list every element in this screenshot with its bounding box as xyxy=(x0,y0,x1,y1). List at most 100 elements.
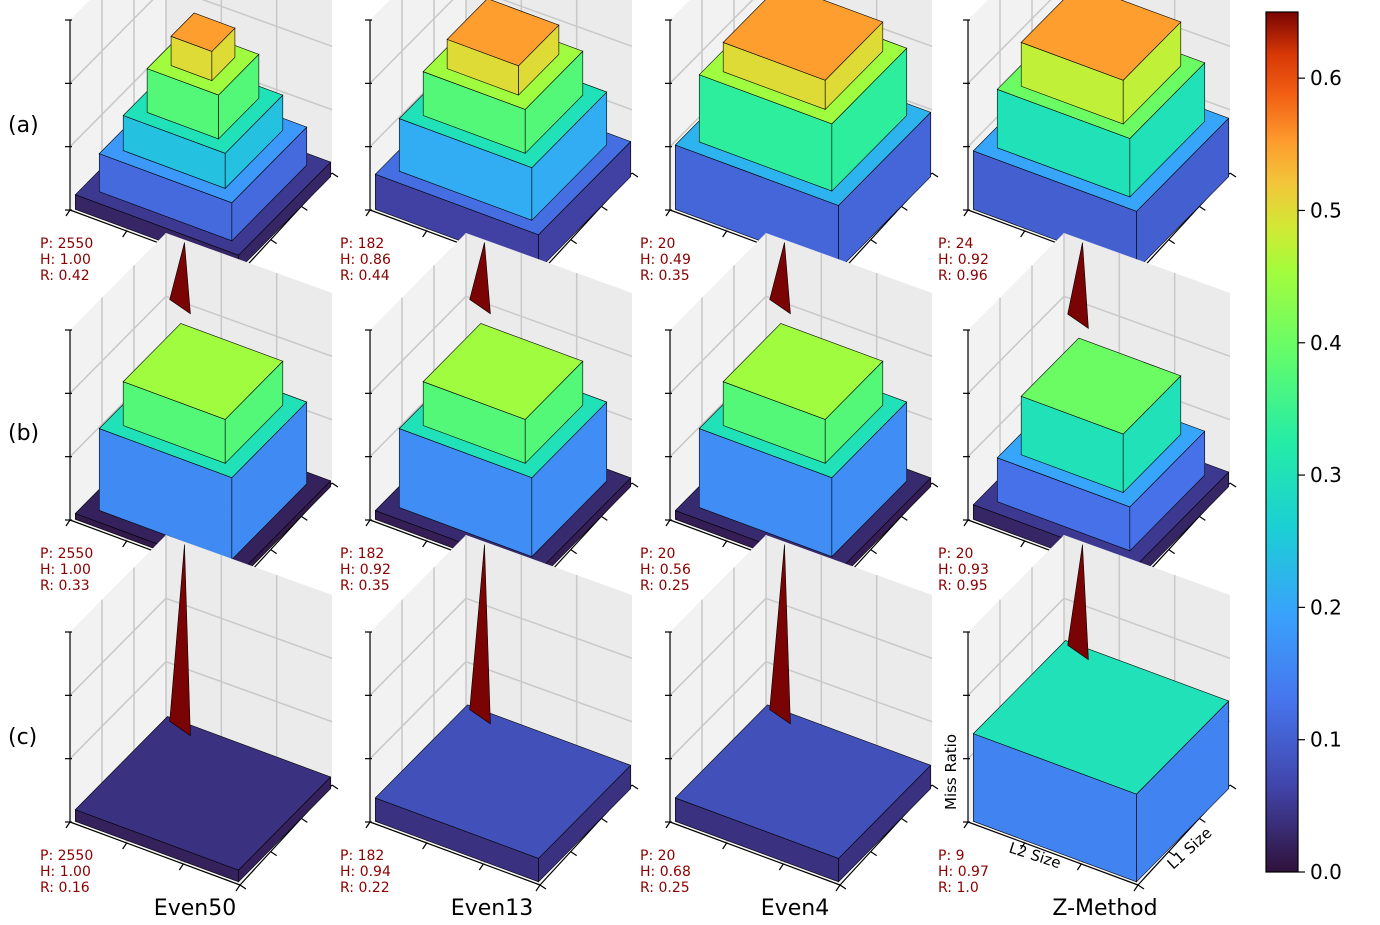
back-wall-left xyxy=(70,535,166,822)
surface-top xyxy=(674,704,932,859)
peak-spike xyxy=(469,242,491,315)
surface-top xyxy=(722,0,884,81)
annotation-p: P: 20 xyxy=(640,848,675,864)
back-wall-left xyxy=(670,233,766,520)
surface-top xyxy=(1020,337,1182,435)
surface xyxy=(74,544,332,883)
surface xyxy=(674,0,932,271)
colorbar-tick-label: 0.1 xyxy=(1310,728,1342,752)
annotation-r: R: 0.95 xyxy=(938,578,988,594)
annotation-r: R: 0.22 xyxy=(340,880,390,896)
surface xyxy=(374,544,632,883)
annotation-p: P: 2550 xyxy=(40,236,93,252)
annotation-p: P: 20 xyxy=(640,236,675,252)
annotation-p: P: 182 xyxy=(340,546,384,562)
annotation-r: R: 0.33 xyxy=(40,578,90,594)
back-wall-left xyxy=(70,0,166,210)
annotation-r: R: 0.96 xyxy=(938,268,988,284)
surface-top xyxy=(170,12,236,52)
annotation-h: H: 0.68 xyxy=(640,864,691,880)
annotation-h: H: 0.86 xyxy=(340,252,391,268)
annotation-h: H: 0.94 xyxy=(340,864,391,880)
colorbar-tick-label: 0.6 xyxy=(1310,66,1342,90)
peak-spike xyxy=(169,544,191,737)
labels-group: (a) (b) (c) Even50 Even13 Even4 Z-Method xyxy=(8,113,1158,921)
peak-spike xyxy=(469,544,491,725)
back-wall-left xyxy=(968,233,1064,520)
surface-top xyxy=(422,323,584,420)
annotation-p: P: 2550 xyxy=(40,848,93,864)
annotation-h: H: 0.92 xyxy=(938,252,989,268)
surface xyxy=(674,544,932,883)
surface xyxy=(74,12,332,271)
z-axis-label: Miss Ratio xyxy=(942,734,960,810)
peak-spike xyxy=(1067,242,1089,329)
annotation-h: H: 1.00 xyxy=(40,252,91,268)
surface-top xyxy=(374,704,632,859)
annotation-h: H: 1.00 xyxy=(40,562,91,578)
surface-top xyxy=(446,0,560,67)
colorbar-tick-label: 0.4 xyxy=(1310,331,1342,355)
back-wall-left xyxy=(370,233,466,520)
panel-z-method-1: P: 20H: 0.93R: 0.95 xyxy=(938,233,1237,594)
panel-even4-0: P: 20H: 0.49R: 0.35 xyxy=(640,0,939,284)
peak-spike xyxy=(769,544,791,725)
surface-top xyxy=(1020,0,1182,81)
peak-spike xyxy=(169,242,191,315)
surface xyxy=(972,242,1230,581)
colorbar: 0.0 0.1 0.2 0.3 0.4 0.5 0.6 xyxy=(1265,11,1342,884)
colorbar-tick-label: 0.2 xyxy=(1310,595,1342,619)
annotation-p: P: 182 xyxy=(340,848,384,864)
annotation-p: P: 2550 xyxy=(40,546,93,562)
annotation-h: H: 0.92 xyxy=(340,562,391,578)
peak-spike xyxy=(1067,544,1089,661)
surface xyxy=(374,242,632,581)
column-label: Even50 xyxy=(154,896,236,921)
annotation-r: R: 0.25 xyxy=(640,578,690,594)
annotation-h: H: 0.97 xyxy=(938,864,989,880)
column-label: Even13 xyxy=(451,896,533,921)
annotation-h: H: 0.56 xyxy=(640,562,691,578)
annotation-r: R: 0.35 xyxy=(640,268,690,284)
column-label: Even4 xyxy=(761,896,829,921)
surface xyxy=(972,0,1230,271)
back-wall-right xyxy=(166,535,332,785)
surface-top xyxy=(722,323,884,420)
panel-z-method-0: P: 24H: 0.92R: 0.96 xyxy=(938,0,1237,284)
annotation-h: H: 0.93 xyxy=(938,562,989,578)
annotation-r: R: 1.0 xyxy=(938,880,979,896)
colorbar-tick-label: 0.0 xyxy=(1310,860,1342,884)
back-wall-left xyxy=(70,233,166,520)
annotation-r: R: 0.35 xyxy=(340,578,390,594)
annotation-p: P: 24 xyxy=(938,236,974,252)
panel-even4-2: P: 20H: 0.68R: 0.25 xyxy=(640,535,939,896)
annotation-r: R: 0.44 xyxy=(340,268,390,284)
surface-top xyxy=(122,323,284,420)
colorbar-tick-label: 0.3 xyxy=(1310,463,1342,487)
row-label: (b) xyxy=(8,421,39,446)
annotation-r: R: 0.42 xyxy=(40,268,90,284)
back-wall-left xyxy=(370,535,466,822)
annotation-p: P: 20 xyxy=(640,546,675,562)
annotation-r: R: 0.25 xyxy=(640,880,690,896)
surface xyxy=(74,242,332,581)
annotation-h: H: 1.00 xyxy=(40,864,91,880)
row-label: (c) xyxy=(8,725,37,750)
annotation-p: P: 182 xyxy=(340,236,384,252)
annotation-p: P: 9 xyxy=(938,848,965,864)
annotation-p: P: 20 xyxy=(938,546,973,562)
annotation-h: H: 0.49 xyxy=(640,252,691,268)
peak-spike xyxy=(769,242,791,315)
surface xyxy=(972,544,1230,883)
colorbar-tick-label: 0.5 xyxy=(1310,198,1342,222)
column-label: Z-Method xyxy=(1052,896,1157,921)
back-wall-left xyxy=(670,535,766,822)
surface-top xyxy=(972,640,1230,795)
